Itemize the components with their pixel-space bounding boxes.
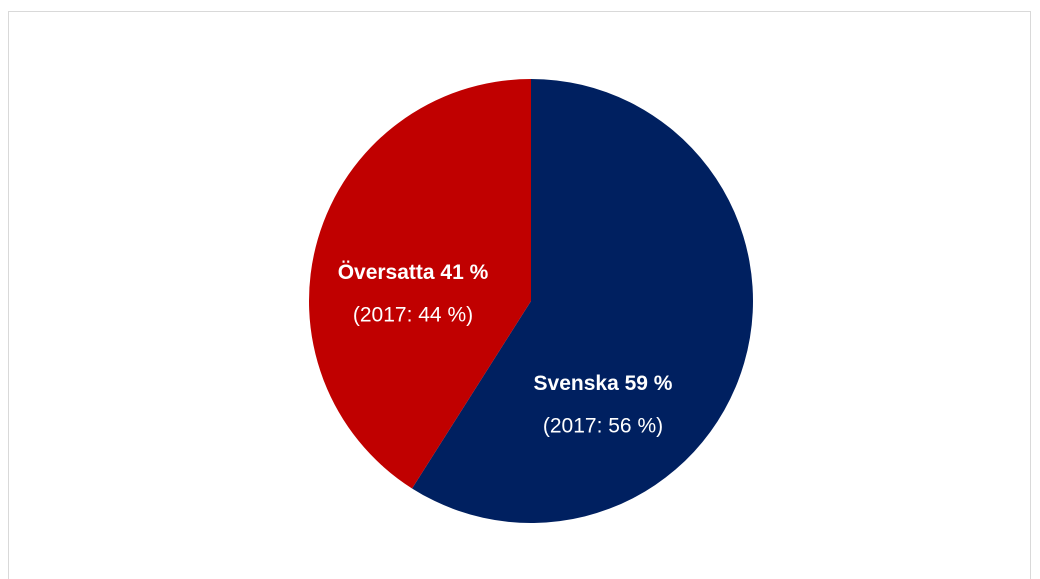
pie-slice: [308, 79, 531, 489]
value-label: 41 %: [440, 261, 488, 284]
category-label: Svenska: [534, 372, 620, 395]
slice-label: Översatta 41 %: [338, 261, 489, 284]
annotation: (2017: 44 %): [353, 304, 473, 327]
slice-label: Svenska 59 %: [534, 372, 673, 395]
pie-slice: [412, 79, 753, 523]
value-label: 59 %: [625, 372, 673, 395]
category-label: Översatta: [338, 261, 435, 284]
annotation: (2017: 56 %): [543, 415, 663, 438]
